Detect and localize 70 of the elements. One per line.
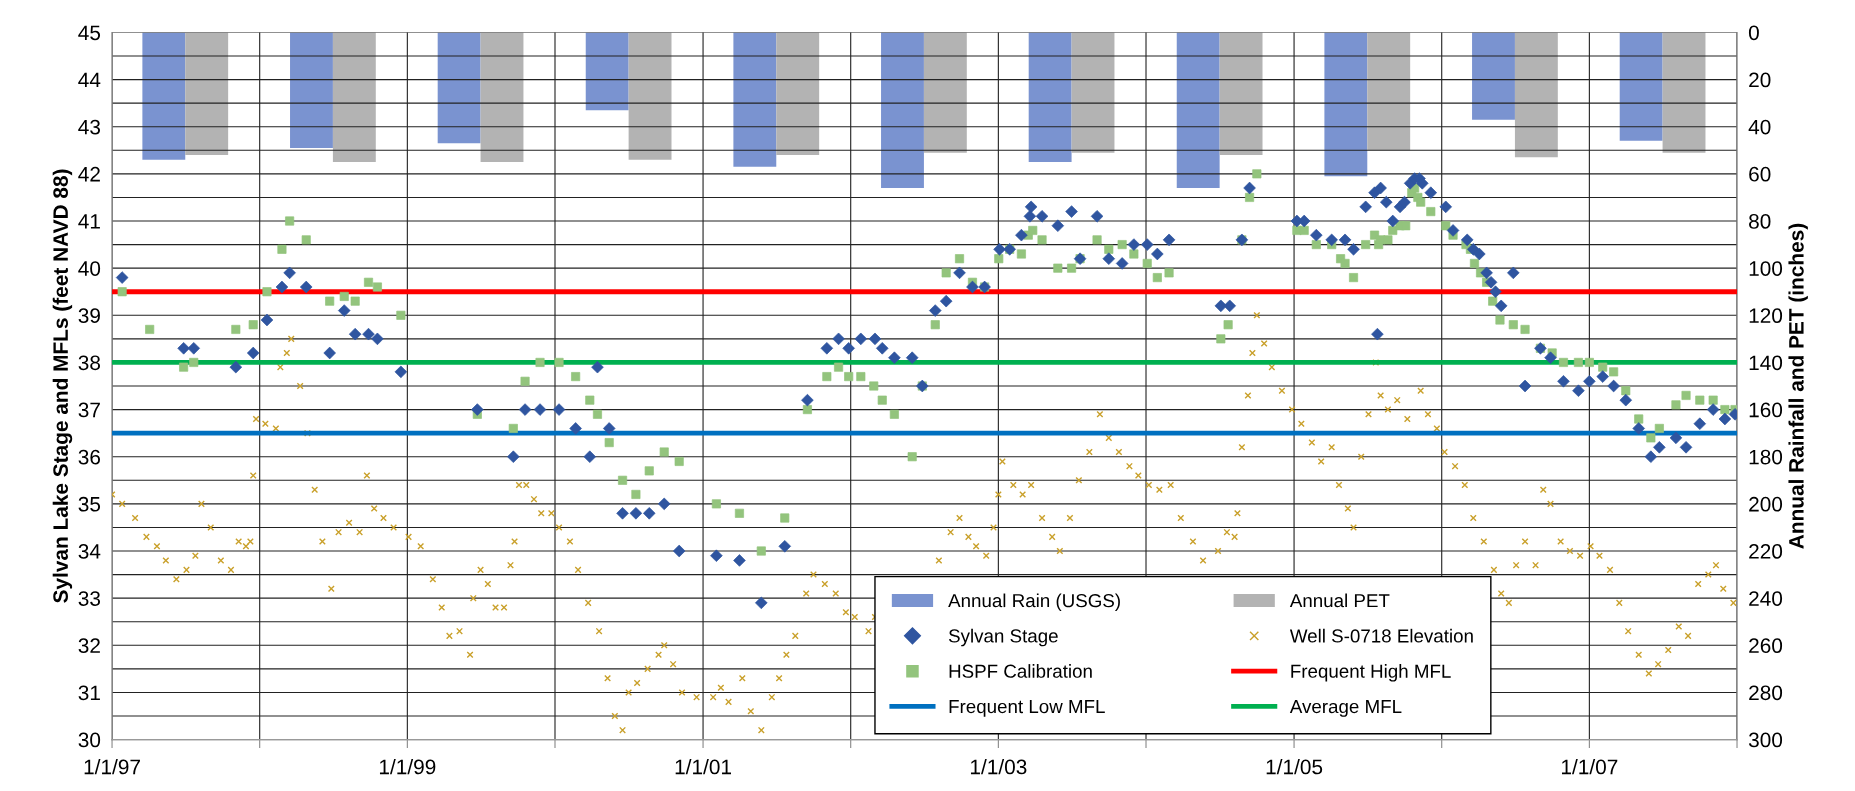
bar xyxy=(437,32,481,144)
y-tick-label: 33 xyxy=(78,591,101,606)
bar xyxy=(1662,32,1706,153)
y2-tick-label: 140 xyxy=(1749,355,1783,371)
bar xyxy=(1071,32,1115,153)
x-tick-label: 1/1/03 xyxy=(970,759,1027,775)
y2-tick-label: 260 xyxy=(1749,638,1783,654)
y-tick-label: 36 xyxy=(78,449,101,465)
x-tick-label: 1/1/97 xyxy=(84,759,140,775)
bar xyxy=(733,32,777,167)
legend-label: Average MFL xyxy=(1289,700,1402,717)
bar xyxy=(1219,32,1263,155)
y-tick-label: 32 xyxy=(78,638,100,654)
bar xyxy=(1514,32,1558,158)
y-tick-label: 38 xyxy=(78,355,101,371)
y2-axis-title: Annual Rainfall and PET (inches) xyxy=(1788,223,1808,549)
bar xyxy=(332,32,376,163)
y-tick-label: 45 xyxy=(78,25,101,41)
bar xyxy=(480,32,524,163)
bar xyxy=(923,32,967,153)
y-tick-label: 40 xyxy=(78,261,101,276)
bar xyxy=(628,32,672,160)
legend-label: Well S-0718 Elevation xyxy=(1289,628,1473,643)
legend-label: Annual PET xyxy=(1289,593,1390,608)
bar xyxy=(776,32,820,155)
y2-tick-label: 280 xyxy=(1749,685,1783,701)
y-tick-label: 37 xyxy=(78,402,100,418)
bar xyxy=(1324,32,1368,177)
y2-tick-label: 180 xyxy=(1749,449,1783,465)
y-axis-title: Sylvan Lake Stage and MFLs (feet NAVD 88) xyxy=(52,169,73,603)
x-tick-label: 1/1/07 xyxy=(1562,759,1618,775)
legend-label: Frequent High MFL xyxy=(1291,664,1451,682)
bar xyxy=(881,32,924,188)
bar xyxy=(585,32,629,111)
y-tick-label: 30 xyxy=(78,732,101,748)
y2-tick-label: 200 xyxy=(1749,496,1783,512)
bar xyxy=(142,32,186,160)
y2-tick-label: 300 xyxy=(1748,732,1783,748)
y2-tick-label: 240 xyxy=(1749,591,1783,606)
legend-label: Frequent Low MFL xyxy=(949,700,1105,717)
y2-tick-label: 160 xyxy=(1749,402,1783,418)
y2-tick-label: 120 xyxy=(1749,308,1783,324)
bar xyxy=(1176,32,1220,188)
y-tick-label: 31 xyxy=(78,685,100,701)
legend-label: HSPF Calibration xyxy=(949,664,1092,678)
x-tick-label: 1/1/01 xyxy=(675,759,731,775)
y-tick-label: 41 xyxy=(78,214,100,229)
x-tick-label: 1/1/05 xyxy=(1266,759,1323,775)
bar xyxy=(185,32,229,155)
x-tick-label: 1/1/99 xyxy=(379,759,436,775)
legend-label: Annual Rain (USGS) xyxy=(948,593,1120,611)
y-tick-label: 34 xyxy=(78,544,101,559)
y-tick-label: 43 xyxy=(78,119,101,135)
bar xyxy=(290,32,333,148)
y-tick-label: 44 xyxy=(78,72,101,88)
y2-tick-label: 220 xyxy=(1749,544,1783,559)
y2-tick-label: 0 xyxy=(1748,25,1759,41)
y2-tick-label: 100 xyxy=(1749,261,1783,276)
y2-tick-label: 20 xyxy=(1749,72,1771,88)
y2-tick-label: 40 xyxy=(1748,119,1771,135)
y-tick-label: 39 xyxy=(78,308,100,324)
y2-tick-label: 60 xyxy=(1749,166,1771,182)
bar xyxy=(1028,32,1072,163)
bar xyxy=(1367,32,1411,151)
bar xyxy=(1472,32,1515,120)
y-tick-label: 35 xyxy=(78,496,101,512)
bar xyxy=(1619,32,1663,141)
legend-label: Sylvan Stage xyxy=(948,628,1058,647)
y2-tick-label: 80 xyxy=(1749,214,1771,229)
y-tick-label: 42 xyxy=(78,166,100,182)
